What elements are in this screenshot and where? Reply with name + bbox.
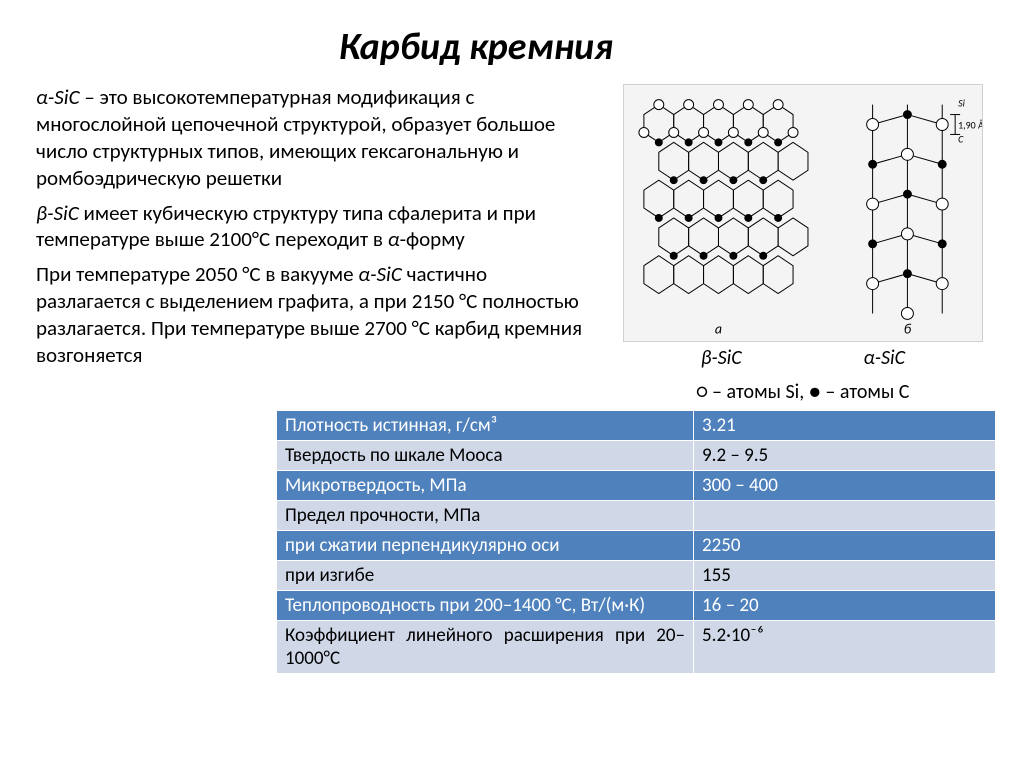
property-value: 9.2 – 9.5 xyxy=(694,441,996,471)
property-value: 16 – 20 xyxy=(694,591,996,621)
svg-text:C: C xyxy=(958,133,964,145)
property-value: 2250 xyxy=(694,531,996,561)
table-row: Теплопроводность при 200–1400 °С, Вт/(м·… xyxy=(277,591,996,621)
table-row: Предел прочности, МПа xyxy=(277,501,996,531)
property-value: 3.21 xyxy=(694,411,996,441)
svg-text:а: а xyxy=(715,320,722,337)
paragraph-decomp: При температуре 2050 °С в вакууме α-SiC … xyxy=(36,261,596,369)
figure-labels: β-SiC α-SiC xyxy=(610,346,996,370)
property-value xyxy=(694,501,996,531)
property-name: Коэффициент линейного расширения при 20–… xyxy=(277,621,694,674)
svg-text:1,90 Å: 1,90 Å xyxy=(958,119,982,131)
text-column: α-SiC – это высокотемпературная модифика… xyxy=(36,84,596,404)
crystal-structure-diagram: а xyxy=(623,84,983,342)
structure-svg: а xyxy=(624,84,982,342)
property-name: Твердость по шкале Мооса xyxy=(277,441,694,471)
slide: Карбид кремния α-SiC – это высокотемпера… xyxy=(0,0,1024,694)
property-name: Микротвердость, МПа xyxy=(277,471,694,501)
figure-column: а xyxy=(610,84,996,404)
page-title: Карбид кремния xyxy=(0,24,996,70)
property-name: при сжатии перпендикулярно оси xyxy=(277,531,694,561)
fig-label-alpha: α-SiC xyxy=(864,346,906,370)
properties-tbody: Плотность истинная, г/см³3.21Твердость п… xyxy=(277,411,996,674)
property-value: 155 xyxy=(694,561,996,591)
table-row: Коэффициент линейного расширения при 20–… xyxy=(277,621,996,674)
property-name: Предел прочности, МПа xyxy=(277,501,694,531)
svg-text:Si: Si xyxy=(958,98,965,110)
property-name: Плотность истинная, г/см³ xyxy=(277,411,694,441)
table-row: при изгибе155 xyxy=(277,561,996,591)
property-name: при изгибе xyxy=(277,561,694,591)
property-name: Теплопроводность при 200–1400 °С, Вт/(м·… xyxy=(277,591,694,621)
table-row: Плотность истинная, г/см³3.21 xyxy=(277,411,996,441)
property-value: 5.2·10⁻⁶ xyxy=(694,621,996,674)
fig-label-beta: β-SiC xyxy=(701,346,742,370)
atom-legend: ○ – атомы Si, ● – атомы C xyxy=(610,380,996,404)
content-row: α-SiC – это высокотемпературная модифика… xyxy=(36,84,996,404)
table-row: при сжатии перпендикулярно оси2250 xyxy=(277,531,996,561)
paragraph-alpha: α-SiC – это высокотемпературная модифика… xyxy=(36,84,596,192)
properties-table: Плотность истинная, г/см³3.21Твердость п… xyxy=(276,410,996,674)
svg-text:б: б xyxy=(904,320,912,337)
table-row: Твердость по шкале Мооса9.2 – 9.5 xyxy=(277,441,996,471)
paragraph-beta: β-SiC имеет кубическую структуру типа сф… xyxy=(36,200,596,254)
property-value: 300 – 400 xyxy=(694,471,996,501)
table-row: Микротвердость, МПа300 – 400 xyxy=(277,471,996,501)
